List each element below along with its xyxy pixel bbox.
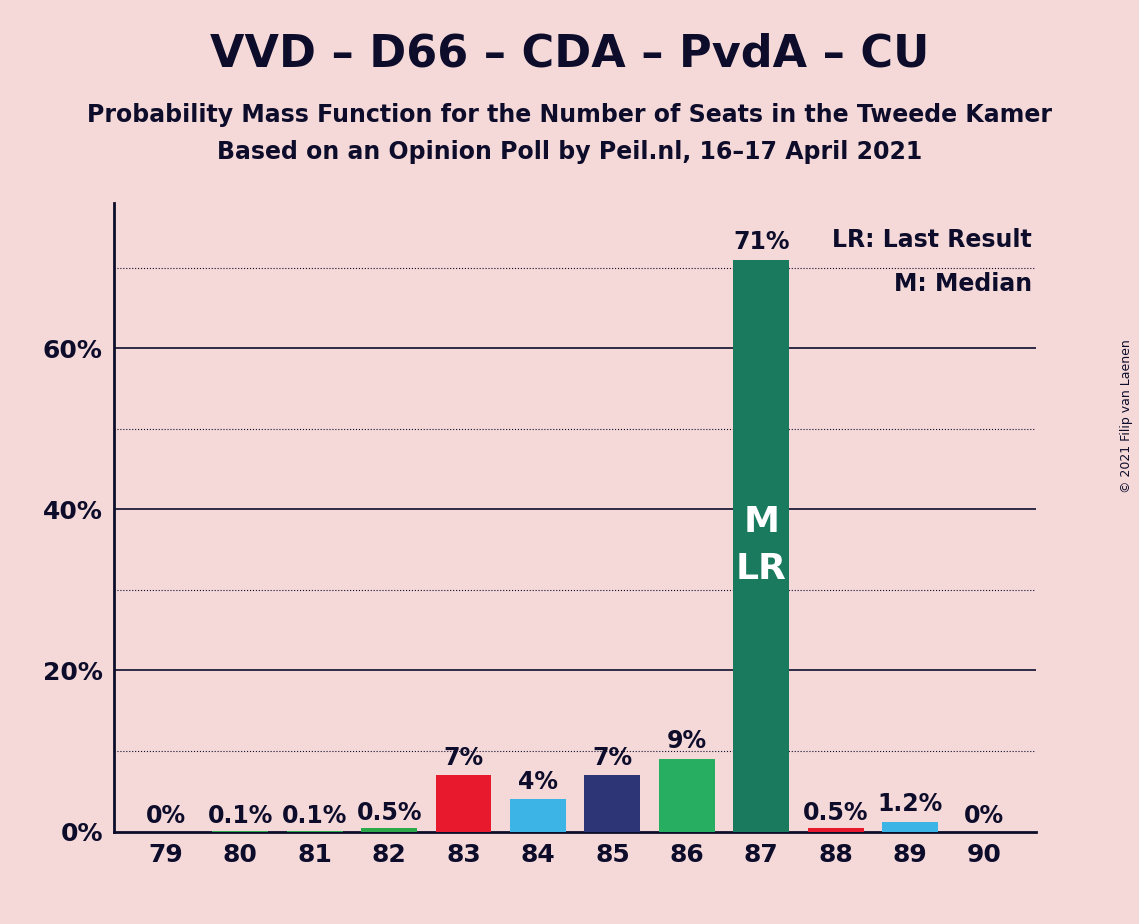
Bar <box>734 260 789 832</box>
Bar <box>436 775 492 832</box>
Text: 0.5%: 0.5% <box>803 801 868 825</box>
Text: Probability Mass Function for the Number of Seats in the Tweede Kamer: Probability Mass Function for the Number… <box>87 103 1052 128</box>
Text: 7%: 7% <box>592 746 632 770</box>
Text: M
LR: M LR <box>736 505 787 587</box>
Text: 0%: 0% <box>146 804 186 828</box>
Text: 71%: 71% <box>734 230 789 254</box>
Text: 9%: 9% <box>666 729 707 753</box>
Text: 0%: 0% <box>965 804 1005 828</box>
Text: 4%: 4% <box>518 770 558 794</box>
Bar <box>361 828 417 832</box>
Text: 0.5%: 0.5% <box>357 801 421 825</box>
Text: VVD – D66 – CDA – PvdA – CU: VVD – D66 – CDA – PvdA – CU <box>210 32 929 76</box>
Bar <box>510 799 566 832</box>
Text: 0.1%: 0.1% <box>207 805 273 829</box>
Text: Based on an Opinion Poll by Peil.nl, 16–17 April 2021: Based on an Opinion Poll by Peil.nl, 16–… <box>216 140 923 164</box>
Bar <box>658 760 714 832</box>
Bar <box>808 828 863 832</box>
Text: M: Median: M: Median <box>894 273 1032 297</box>
Text: LR: Last Result: LR: Last Result <box>833 228 1032 252</box>
Text: 7%: 7% <box>443 746 484 770</box>
Text: 0.1%: 0.1% <box>282 805 347 829</box>
Bar <box>882 822 937 832</box>
Text: 1.2%: 1.2% <box>877 792 943 816</box>
Bar <box>584 775 640 832</box>
Text: © 2021 Filip van Laenen: © 2021 Filip van Laenen <box>1121 339 1133 492</box>
